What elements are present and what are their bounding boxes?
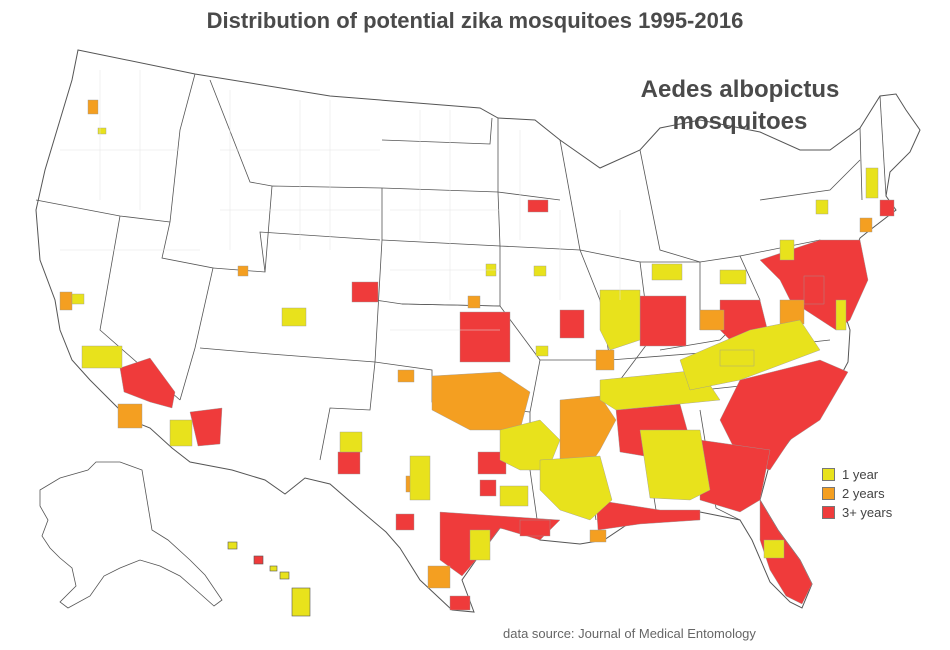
legend-swatch-2-years — [822, 487, 835, 500]
map-subtitle: Aedes albopictus mosquitoes — [600, 74, 880, 138]
legend-swatch-3plus-years — [822, 506, 835, 519]
data-source-note: data source: Journal of Medical Entomolo… — [503, 626, 756, 641]
legend-label-2-years: 2 years — [842, 486, 885, 501]
legend-item-3plus-years: 3+ years — [822, 503, 892, 522]
alaska-outline — [39, 461, 223, 609]
legend-swatch-1-year — [822, 468, 835, 481]
subtitle-line2: mosquitoes — [672, 108, 808, 135]
legend-label-3plus-years: 3+ years — [842, 505, 893, 520]
legend: 1 year 2 years 3+ years — [822, 465, 892, 522]
subtitle-line1: Aedes albopictus — [640, 76, 840, 103]
legend-label-1-year: 1 year — [842, 467, 879, 482]
legend-item-1-year: 1 year — [822, 465, 892, 484]
map-title: Distribution of potential zika mosquitoe… — [206, 8, 744, 33]
county-patches-2years — [59, 99, 873, 589]
county-grid — [60, 70, 621, 331]
hawaii-islands — [227, 541, 311, 617]
state-borders — [35, 73, 887, 541]
legend-item-2-years: 2 years — [822, 484, 892, 503]
county-patches-1year — [71, 127, 879, 561]
